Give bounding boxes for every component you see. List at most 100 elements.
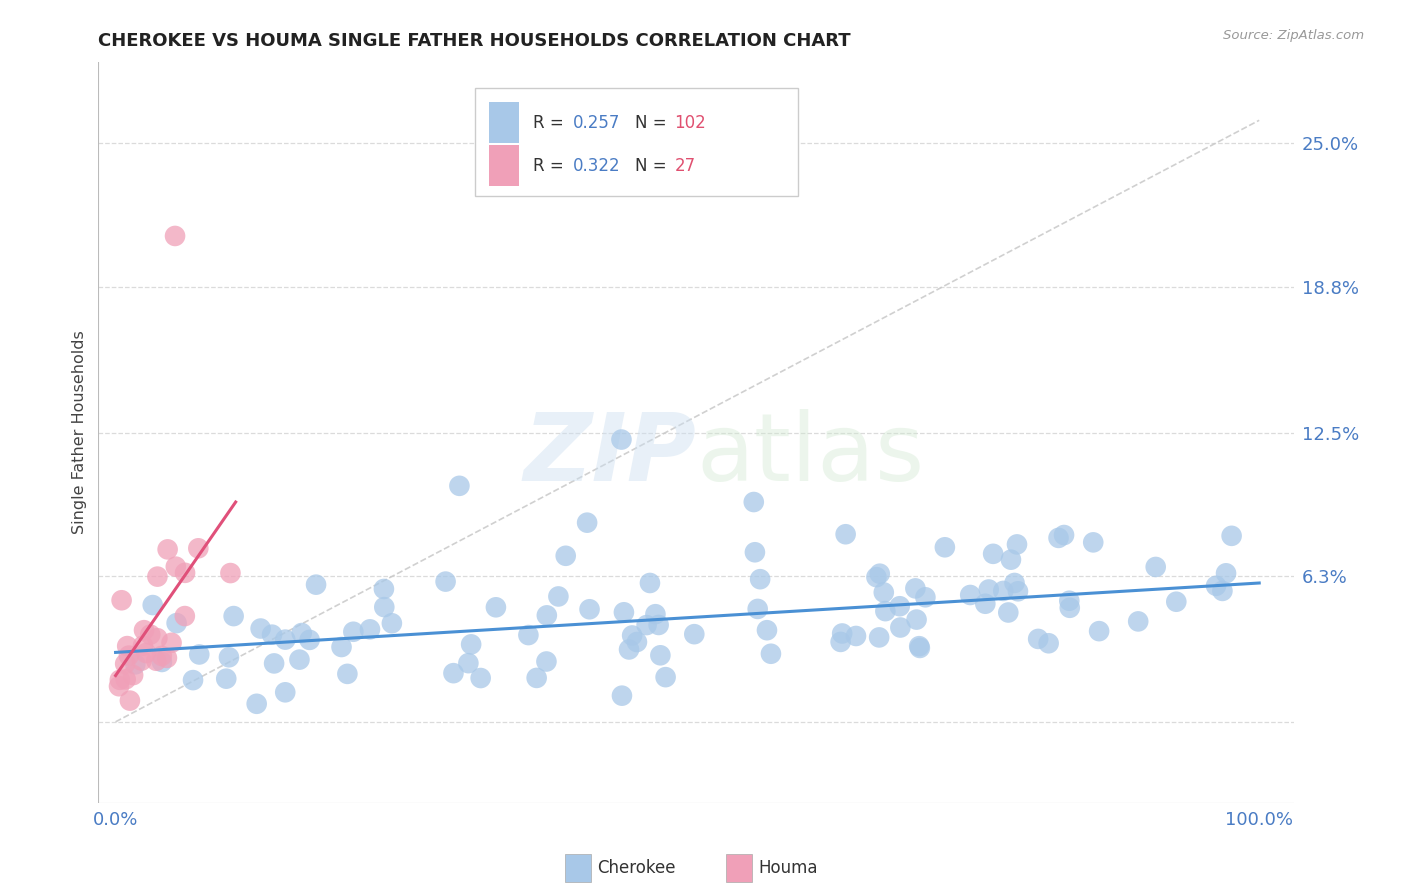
Point bbox=[173, 609, 195, 624]
Point bbox=[215, 672, 238, 686]
Point bbox=[246, 697, 269, 711]
Text: 102: 102 bbox=[675, 113, 706, 132]
Point bbox=[156, 651, 179, 665]
Point bbox=[1047, 531, 1070, 545]
Point bbox=[997, 606, 1019, 620]
FancyBboxPatch shape bbox=[489, 145, 519, 186]
Point bbox=[146, 569, 169, 583]
Point bbox=[875, 604, 897, 618]
Text: Source: ZipAtlas.com: Source: ZipAtlas.com bbox=[1223, 29, 1364, 43]
Point bbox=[908, 640, 931, 655]
Point bbox=[449, 479, 471, 493]
Point bbox=[142, 598, 165, 612]
Point bbox=[554, 549, 576, 563]
Point bbox=[526, 671, 548, 685]
Point bbox=[132, 639, 155, 653]
Point bbox=[108, 673, 131, 687]
Point bbox=[759, 647, 782, 661]
Point bbox=[617, 642, 640, 657]
Y-axis label: Single Father Households: Single Father Households bbox=[72, 331, 87, 534]
Text: atlas: atlas bbox=[696, 409, 924, 500]
Point bbox=[536, 608, 558, 623]
Point bbox=[222, 609, 245, 624]
Point bbox=[578, 602, 600, 616]
Point bbox=[621, 628, 644, 642]
Point bbox=[274, 685, 297, 699]
Point bbox=[359, 623, 381, 637]
Point bbox=[536, 655, 558, 669]
Point bbox=[626, 635, 648, 649]
Point bbox=[1088, 624, 1111, 639]
Point bbox=[1059, 593, 1081, 607]
Point bbox=[181, 673, 204, 687]
Point bbox=[381, 616, 404, 631]
Point bbox=[124, 657, 146, 672]
Point bbox=[188, 648, 211, 662]
Point bbox=[330, 640, 353, 654]
Point bbox=[1211, 583, 1233, 598]
Point bbox=[298, 632, 321, 647]
Point bbox=[1144, 560, 1167, 574]
Point bbox=[1059, 600, 1081, 615]
Point bbox=[108, 679, 131, 693]
Point bbox=[1166, 595, 1188, 609]
Point bbox=[914, 591, 936, 605]
Point bbox=[934, 541, 956, 555]
Point bbox=[160, 636, 183, 650]
Point bbox=[647, 618, 669, 632]
Point bbox=[150, 648, 173, 663]
Point bbox=[831, 626, 853, 640]
Point bbox=[165, 559, 187, 574]
Point bbox=[274, 632, 297, 647]
Point bbox=[845, 629, 868, 643]
Point bbox=[118, 648, 141, 663]
FancyBboxPatch shape bbox=[475, 88, 797, 195]
Point bbox=[1004, 576, 1026, 591]
Text: 27: 27 bbox=[675, 157, 696, 175]
Point bbox=[263, 657, 285, 671]
Point bbox=[610, 689, 633, 703]
Point bbox=[110, 593, 132, 607]
FancyBboxPatch shape bbox=[565, 854, 591, 882]
Point bbox=[122, 668, 145, 682]
Point bbox=[470, 671, 492, 685]
Point bbox=[249, 622, 271, 636]
Point bbox=[517, 628, 540, 642]
Point bbox=[1026, 632, 1049, 646]
Point bbox=[118, 693, 141, 707]
Text: N =: N = bbox=[636, 157, 672, 175]
Point bbox=[981, 547, 1004, 561]
Text: 0.257: 0.257 bbox=[572, 113, 620, 132]
Point bbox=[1007, 584, 1029, 599]
Point bbox=[654, 670, 676, 684]
Text: ZIP: ZIP bbox=[523, 409, 696, 500]
Point bbox=[132, 623, 155, 637]
Point bbox=[547, 590, 569, 604]
Point bbox=[865, 570, 887, 584]
Point bbox=[288, 652, 311, 666]
Point bbox=[993, 583, 1015, 598]
Point bbox=[977, 582, 1000, 597]
Point bbox=[1128, 615, 1150, 629]
Point bbox=[1083, 535, 1105, 549]
Point bbox=[889, 620, 911, 634]
Point bbox=[650, 648, 672, 663]
Point bbox=[1038, 636, 1060, 650]
Point bbox=[434, 574, 457, 589]
Point bbox=[1053, 528, 1076, 542]
Point bbox=[638, 576, 661, 591]
Point bbox=[131, 654, 153, 668]
Point bbox=[485, 600, 508, 615]
Point bbox=[749, 572, 772, 586]
Text: N =: N = bbox=[636, 113, 672, 132]
Text: R =: R = bbox=[533, 113, 569, 132]
Point bbox=[610, 433, 633, 447]
Point bbox=[373, 600, 395, 615]
Point bbox=[150, 655, 173, 669]
FancyBboxPatch shape bbox=[725, 854, 752, 882]
Point bbox=[139, 627, 162, 641]
Point bbox=[1000, 552, 1022, 566]
Text: R =: R = bbox=[533, 157, 569, 175]
Point bbox=[1205, 579, 1227, 593]
Point bbox=[156, 542, 179, 557]
